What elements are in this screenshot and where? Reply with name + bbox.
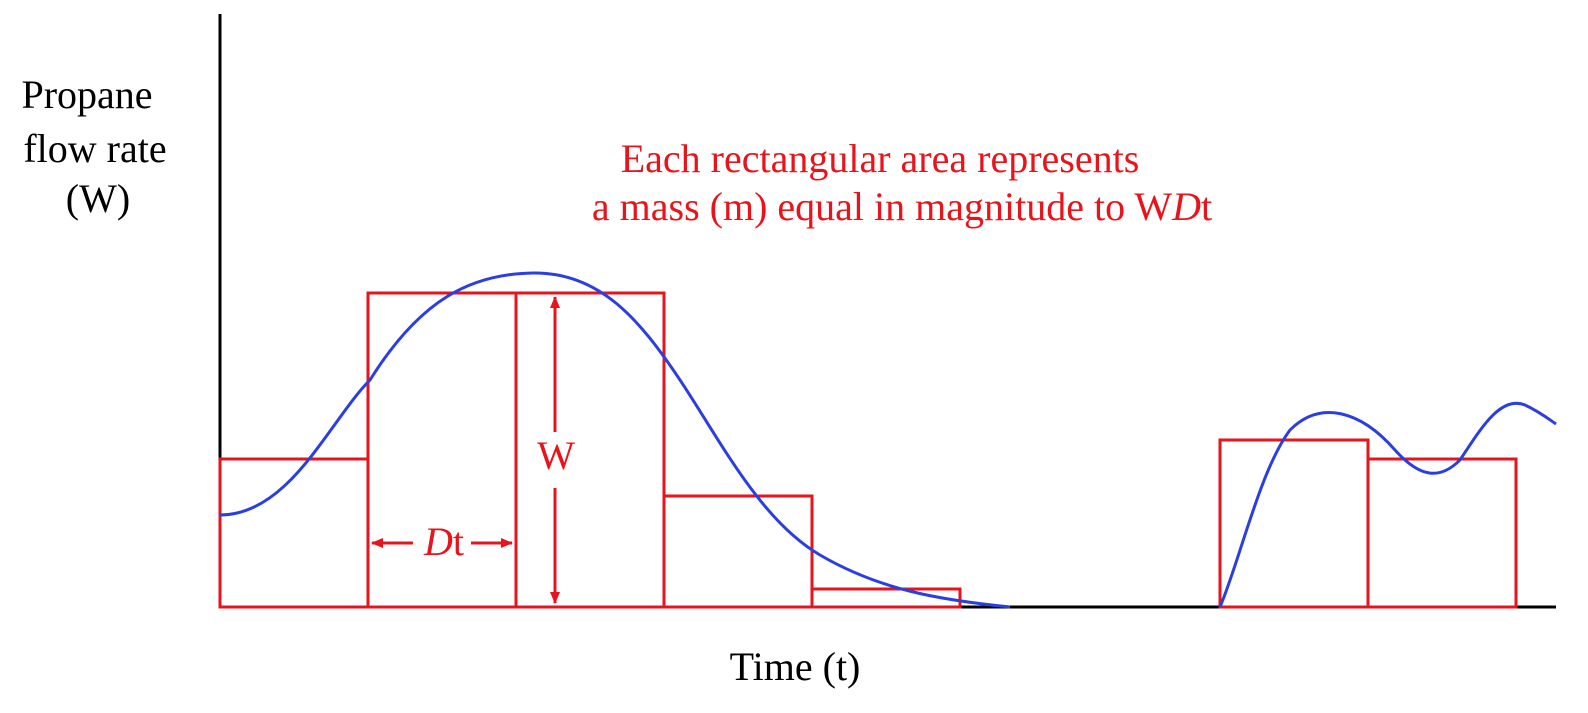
y-axis-label-line-2: flow rate: [23, 126, 166, 171]
rectangle-6: [1218, 438, 1370, 609]
x-axis-label: Time (t): [730, 644, 861, 689]
width-label: Dt: [423, 519, 464, 564]
y-axis-label-line-3: (W): [66, 176, 130, 221]
rectangles-group: [218, 291, 1518, 609]
y-axis-label-line-1: Propane: [21, 72, 152, 117]
annotation-line-2: a mass (m) equal in magnitude to WDt: [592, 184, 1212, 229]
annotation-line-2-suffix: t: [1201, 184, 1212, 229]
annotation-line-1: Each rectangular area represents: [621, 136, 1140, 181]
rectangle-5: [810, 587, 962, 609]
flow-curve-segment-2: [1218, 401, 1557, 608]
rectangle-3: [514, 291, 666, 609]
rectangle-4: [662, 494, 814, 609]
width-label-delta: D: [423, 519, 453, 564]
flow-curve-segment-1: [219, 271, 1011, 609]
y-axis-label: Propane flow rate (W): [21, 72, 176, 221]
rectangle-7: [1366, 457, 1518, 609]
annotation-line-2-delta: D: [1171, 184, 1201, 229]
annotation-line-2-prefix: a mass (m) equal in magnitude to W: [592, 184, 1172, 229]
height-label: W: [537, 433, 575, 478]
rectangle-1: [218, 457, 370, 609]
width-label-suffix: t: [453, 519, 464, 564]
